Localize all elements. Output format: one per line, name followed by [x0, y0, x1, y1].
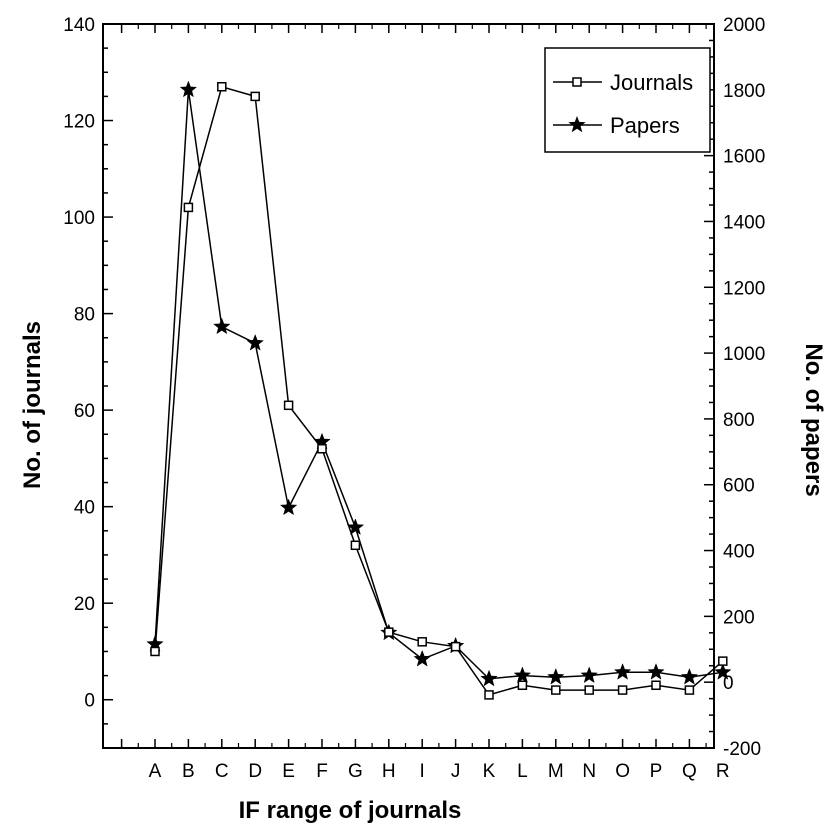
journals-series-line — [154, 85, 724, 696]
right-tick-label: 400 — [723, 542, 755, 563]
papers-point-star — [213, 317, 231, 335]
right-tick-label: 800 — [723, 410, 755, 431]
right-tick-label: 1000 — [723, 344, 765, 365]
journals-point-square — [183, 202, 194, 213]
left-tick-label: 20 — [74, 594, 95, 615]
journals-point-square — [584, 685, 594, 695]
x-tick-label: O — [615, 761, 630, 782]
x-tick-label: G — [348, 761, 363, 782]
x-tick-label: R — [716, 761, 730, 782]
right-tick-label: 0 — [723, 673, 734, 694]
papers-point-star — [647, 663, 665, 680]
papers-point-star — [279, 498, 298, 516]
papers-point-star — [547, 667, 565, 685]
right-tick-label: 1600 — [723, 147, 765, 168]
x-tick-label: L — [517, 761, 528, 782]
papers-point-star — [480, 669, 498, 687]
left-tick-label: 60 — [74, 401, 95, 422]
x-tick-label: Q — [682, 761, 697, 782]
papers-point-star — [513, 666, 532, 684]
journals-point-square — [484, 690, 494, 700]
legend: Journals Papers — [544, 47, 711, 153]
right-tick-label: 1200 — [723, 278, 765, 299]
legend-star-shape — [568, 116, 586, 133]
legend-journals-marker — [572, 77, 582, 87]
journals-point-square — [417, 637, 427, 647]
papers-point-star — [346, 518, 365, 535]
journals-point-square — [150, 646, 160, 657]
x-tick-label: J — [451, 761, 461, 782]
x-tick-label: C — [215, 761, 229, 782]
journals-point-square — [350, 540, 361, 551]
journals-point-square — [217, 81, 227, 92]
x-tick-label: N — [582, 761, 596, 782]
right-y-axis: -200 0 200 400 600 800 1000 1200 1400 1600 1800 200… — [704, 15, 765, 760]
x-tick-label: I — [420, 761, 425, 782]
legend-journals-label: Journals — [610, 70, 693, 95]
x-tick-label: K — [483, 761, 496, 782]
left-y-axis-title: No. of journals — [19, 321, 46, 489]
x-tick-label: D — [248, 761, 262, 782]
journals-point-square — [384, 627, 394, 637]
right-y-axis-title: No. of papers — [800, 343, 826, 496]
left-tick-label: 140 — [63, 15, 95, 36]
x-tick-label: B — [182, 761, 195, 782]
journals-point-square — [450, 641, 461, 652]
papers-series-line — [154, 89, 723, 680]
x-tick-label: P — [650, 761, 663, 782]
right-tick-label: 200 — [723, 607, 755, 628]
journals-point-square — [551, 685, 561, 695]
legend-papers-label: Papers — [610, 113, 680, 138]
papers-point-star — [413, 649, 431, 667]
right-tick-label: 1400 — [723, 212, 765, 233]
journals-point-square — [651, 680, 661, 691]
journals-point-square — [283, 400, 294, 411]
legend-box — [544, 47, 711, 153]
papers-point-star — [179, 80, 198, 98]
papers-point-star — [680, 667, 699, 685]
right-tick-label: 600 — [723, 476, 755, 497]
papers-point-star — [714, 663, 732, 680]
left-y-axis: 0 20 40 60 80 100 120 140 — [63, 15, 113, 749]
right-tick-label: 2000 — [723, 15, 765, 36]
x-tick-label: A — [149, 761, 162, 782]
papers-point-star — [580, 666, 598, 684]
right-tick-label: 1800 — [723, 81, 765, 102]
left-tick-label: 0 — [84, 691, 95, 712]
left-tick-label: 120 — [63, 112, 95, 133]
right-tick-label: -200 — [723, 739, 761, 760]
journals-point-square — [317, 443, 327, 454]
papers-point-star — [613, 663, 632, 680]
x-tick-label: M — [548, 761, 564, 782]
series-layer — [146, 80, 732, 700]
journals-point-square — [517, 680, 528, 691]
x-tick-label: H — [382, 761, 396, 782]
x-axis-title: IF range of journals — [239, 797, 462, 824]
left-tick-label: 100 — [63, 208, 95, 229]
legend-papers-marker — [568, 116, 586, 133]
x-tick-label: E — [282, 761, 295, 782]
journals-point-square — [718, 656, 728, 666]
journals-point-square — [250, 91, 260, 102]
papers-point-star — [246, 333, 264, 351]
journals-point-square — [684, 685, 695, 695]
journals-point-square — [617, 685, 628, 695]
left-tick-label: 80 — [74, 305, 95, 326]
left-tick-label: 40 — [74, 498, 95, 519]
x-tick-label: F — [316, 761, 328, 782]
